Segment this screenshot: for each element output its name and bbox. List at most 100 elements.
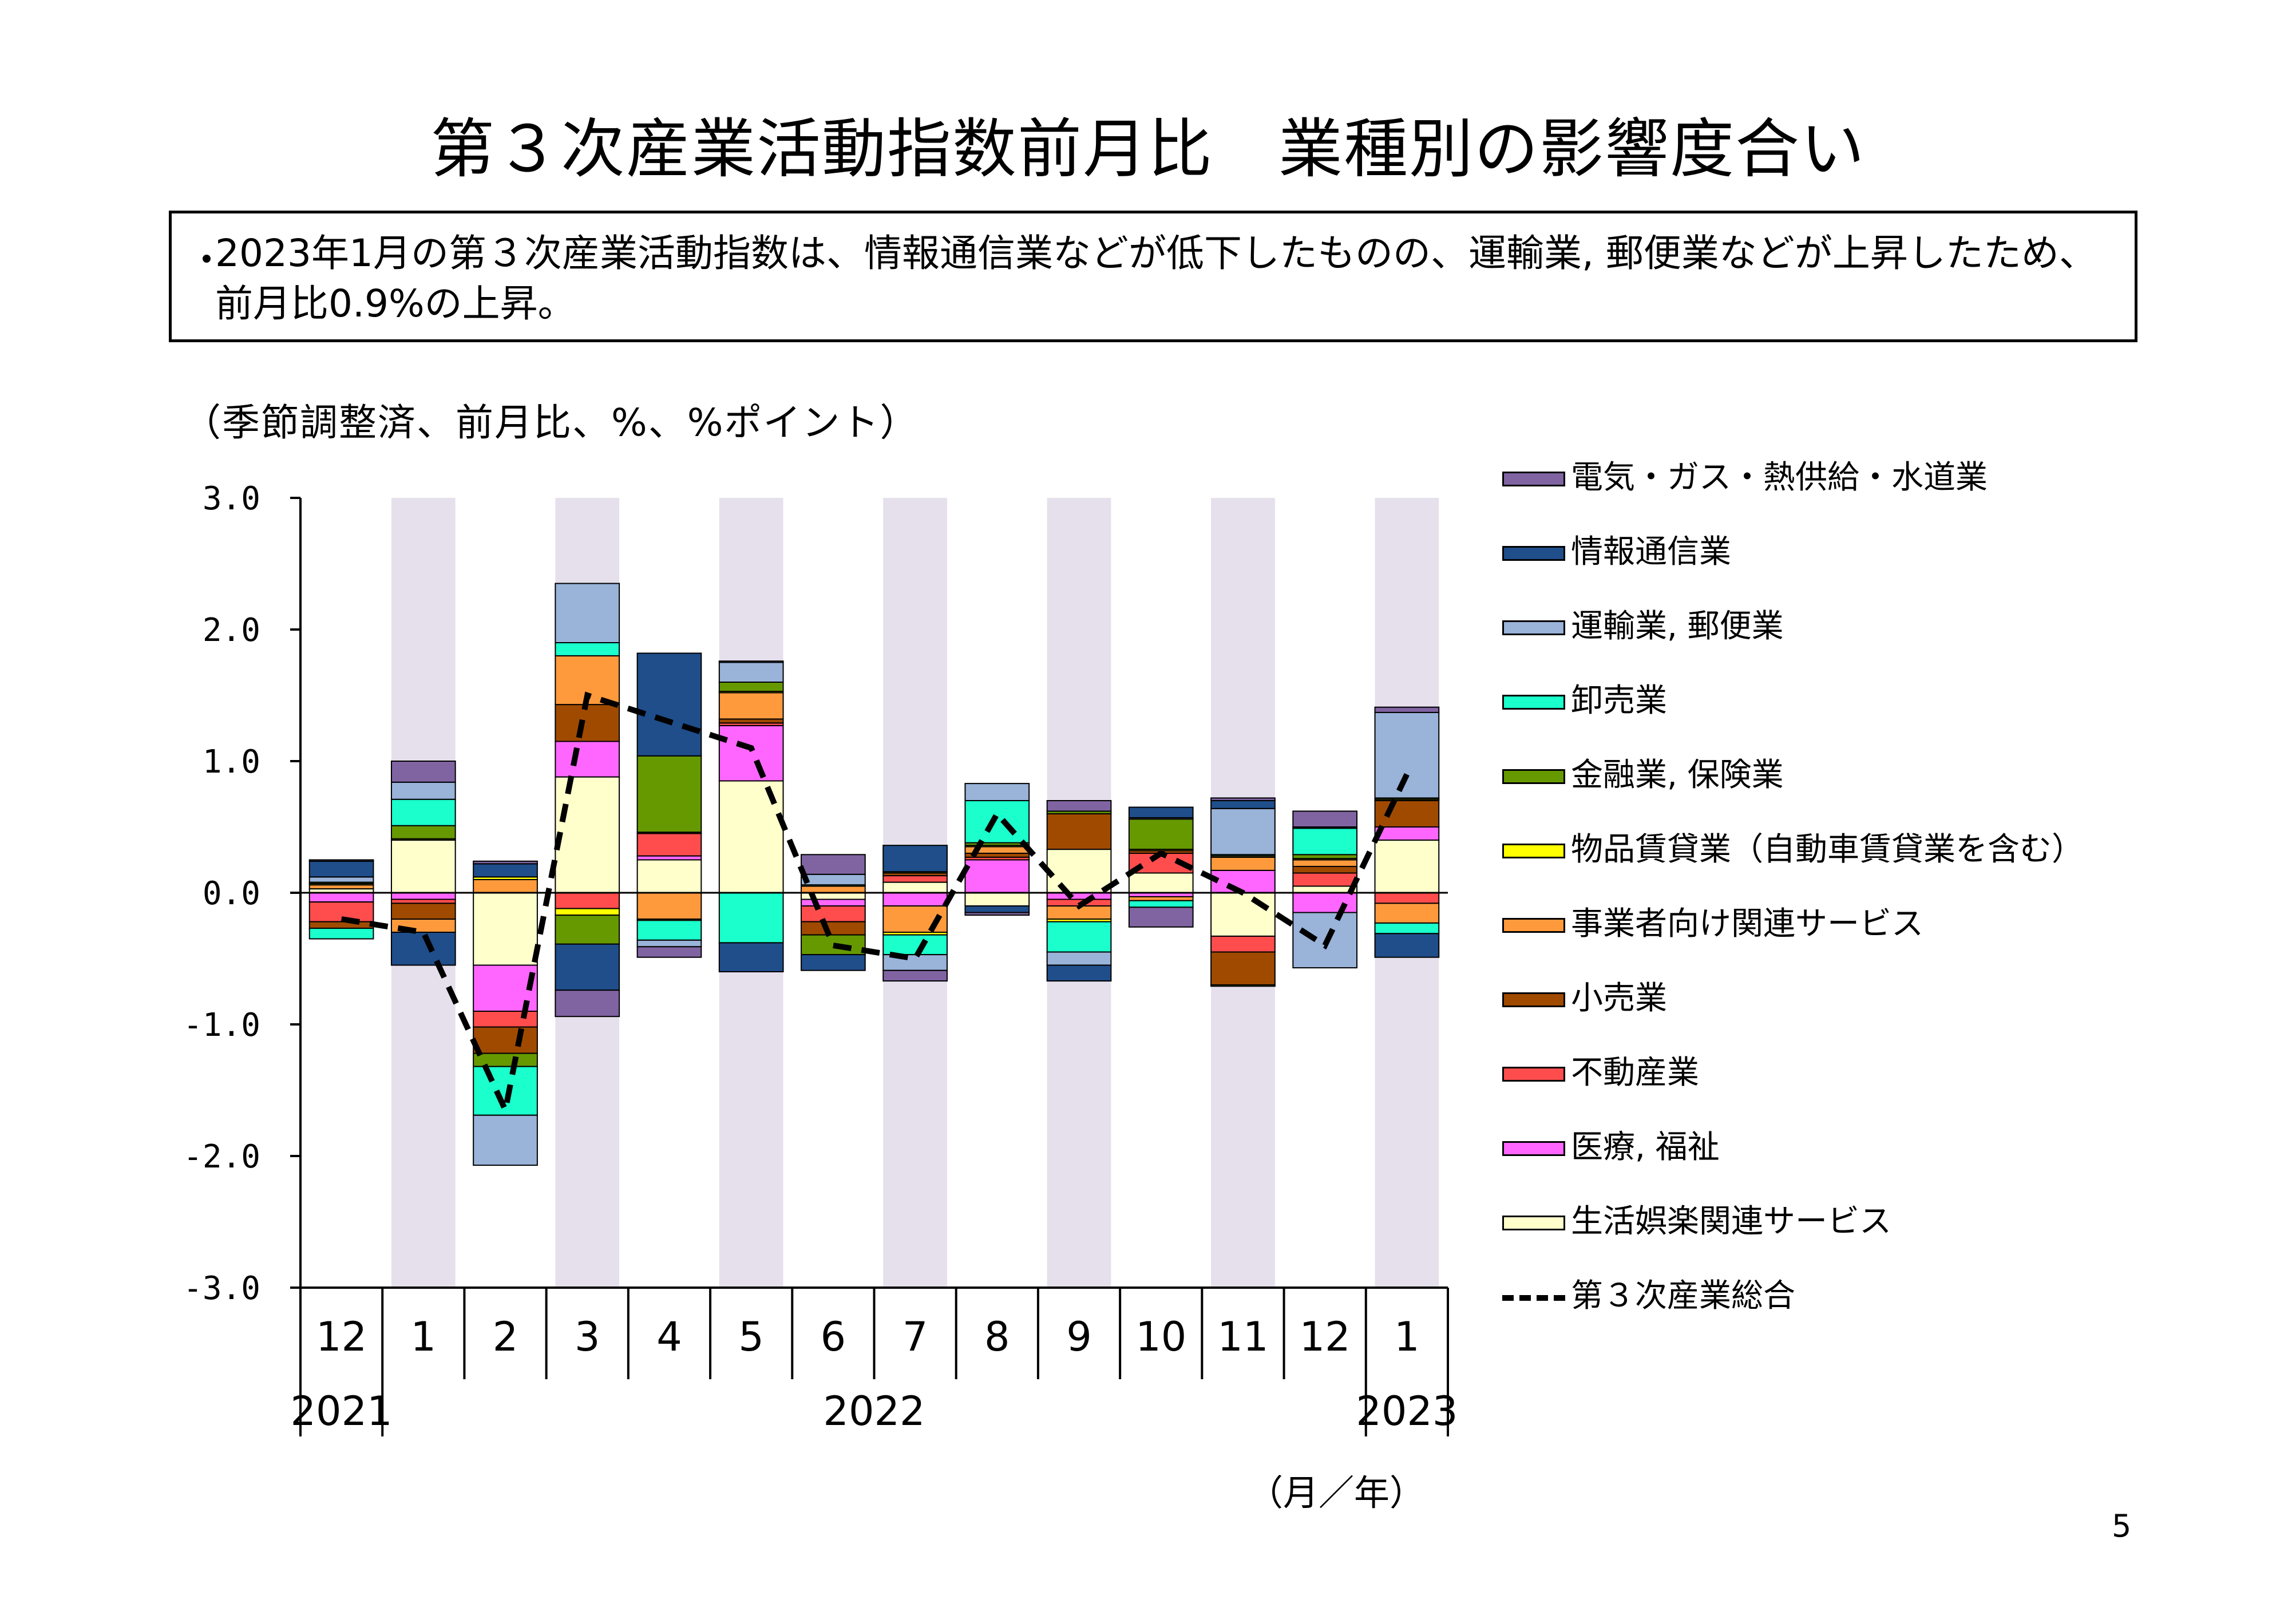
bar-segment — [1046, 892, 1112, 900]
total-index-line — [341, 691, 1410, 1119]
bar-segment — [308, 884, 374, 890]
bar-segment — [636, 833, 702, 857]
bar-segment — [390, 761, 456, 783]
bar-segment — [308, 928, 374, 940]
bar-segment — [308, 901, 374, 923]
page-number: 5 — [2112, 1508, 2132, 1544]
bar-segment — [801, 873, 866, 886]
bar-segment — [801, 898, 866, 906]
summary-box: ・ 2023年1月の第３次産業活動指数は、情報通信業などが低下したものの、運輸業… — [169, 211, 2137, 342]
bar-segment — [390, 840, 456, 893]
bar-segment — [964, 892, 1030, 906]
bar-segment — [308, 876, 374, 883]
bar-segment — [308, 859, 374, 862]
bar-segment — [555, 642, 620, 656]
bar-segment — [718, 892, 784, 944]
year-label: 2021 — [291, 1388, 393, 1435]
bar-segment — [1128, 818, 1194, 850]
legend-swatch — [1502, 1067, 1565, 1082]
bar-segment — [1374, 922, 1440, 935]
bar-segment — [1374, 800, 1440, 828]
month-label: 12 — [1300, 1313, 1351, 1360]
bar-segment — [1374, 892, 1440, 904]
bar-segment — [1210, 984, 1276, 987]
legend-swatch — [1502, 992, 1565, 1007]
legend-label: 医療, 福祉 — [1571, 1129, 1720, 1166]
bar-segment — [964, 912, 1030, 916]
y-tick-label: 0.0 — [203, 875, 260, 912]
bar-segment — [390, 798, 456, 826]
bar-segment — [1210, 797, 1276, 802]
bar-segment — [1046, 813, 1112, 850]
bar-segment — [718, 692, 784, 720]
bar-segment — [555, 583, 620, 643]
legend-swatch — [1502, 620, 1565, 635]
bar-segment — [801, 854, 866, 875]
bar-segment — [1128, 900, 1194, 908]
bar-segment — [801, 905, 866, 923]
bar-segment — [1128, 872, 1194, 893]
legend-dash-line — [1502, 1295, 1565, 1301]
bar-segment — [636, 939, 702, 948]
legend-swatch — [1502, 546, 1565, 561]
legend-swatch — [1502, 844, 1565, 858]
month-label: 1 — [411, 1313, 437, 1360]
month-label: 12 — [316, 1313, 367, 1360]
bar-segment — [308, 921, 374, 929]
bar-segment — [1128, 906, 1194, 928]
legend-swatch — [1502, 472, 1565, 486]
bar-segment — [390, 898, 456, 904]
legend-label: 運輸業, 郵便業 — [1571, 608, 1784, 645]
bar-segment — [1374, 902, 1440, 924]
bar-segment — [1292, 859, 1358, 867]
bar-segment — [555, 776, 620, 893]
bar-segment — [636, 652, 702, 757]
y-tick-label: -3.0 — [183, 1270, 260, 1307]
legend-label: 卸売業 — [1571, 682, 1667, 719]
bar-segment — [636, 755, 702, 833]
bar-segment — [1046, 849, 1112, 893]
y-tick-label: 3.0 — [203, 480, 260, 517]
month-label: 9 — [1066, 1313, 1092, 1360]
bar-segment — [964, 859, 1030, 893]
y-tick-label: 1.0 — [203, 743, 260, 781]
bar-segment — [1374, 706, 1440, 713]
bar-segment — [964, 905, 1030, 913]
bar-segment — [801, 885, 866, 893]
bar-segment — [1128, 806, 1194, 818]
bar-segment — [1128, 896, 1194, 901]
bar-segment — [1046, 921, 1112, 953]
bar-segment — [882, 881, 948, 893]
y-tick-label: -2.0 — [183, 1138, 260, 1175]
summary-text: 2023年1月の第３次産業活動指数は、情報通信業などが低下したものの、運輸業, … — [215, 231, 2097, 326]
bar-segment — [473, 1114, 538, 1166]
bar-segment — [473, 860, 538, 865]
legend-label: 金融業, 保険業 — [1571, 757, 1784, 794]
bar-segment — [1374, 933, 1440, 958]
bar-segment — [555, 892, 620, 909]
bar-segment — [636, 920, 702, 941]
bar-segment — [1292, 854, 1358, 860]
month-label: 8 — [984, 1313, 1010, 1360]
bar-segment — [882, 875, 948, 883]
bar-segment — [390, 892, 456, 900]
year-label: 2023 — [1356, 1388, 1458, 1435]
bar-segment — [1292, 866, 1358, 874]
bar-segment — [718, 725, 784, 782]
bar-segment — [1292, 892, 1358, 913]
bar-segment — [636, 892, 702, 920]
legend-swatch — [1502, 918, 1565, 933]
bar-segment — [473, 1052, 538, 1067]
bar-segment — [473, 863, 538, 878]
bar-segment — [801, 934, 866, 956]
bar-segment — [964, 800, 1030, 844]
bar-segment — [882, 934, 948, 956]
y-tick-label: 2.0 — [203, 612, 260, 649]
bar-segment — [1292, 872, 1358, 887]
summary-bullet: ・ — [188, 238, 225, 282]
bar-segment — [718, 660, 784, 663]
bar-segment — [882, 969, 948, 982]
bar-segment — [801, 921, 866, 936]
bar-segment — [718, 682, 784, 692]
bar-segment — [555, 915, 620, 945]
